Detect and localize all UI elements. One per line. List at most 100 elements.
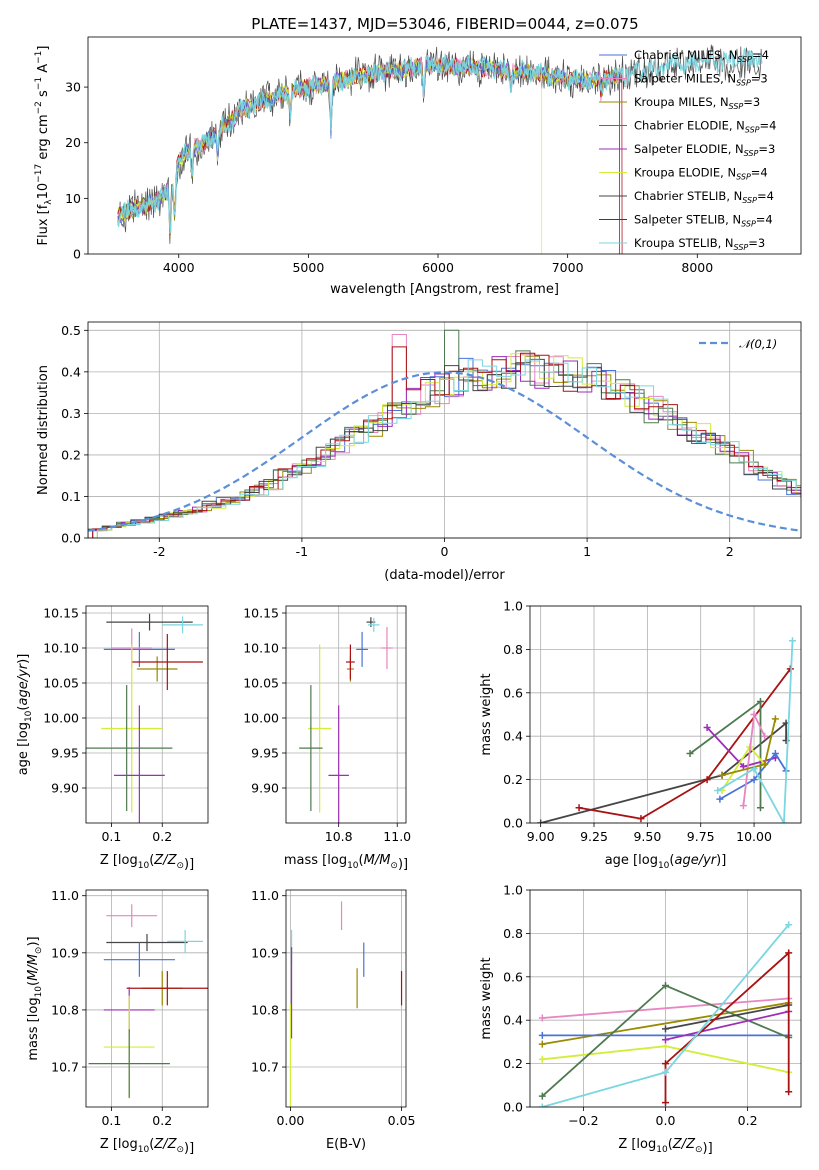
y-tick-label: 10.00	[43, 711, 79, 726]
plot-area	[86, 613, 203, 823]
label-part: λ	[44, 199, 54, 205]
x-tick-label: 5000	[292, 260, 324, 275]
label-part: erg cm	[36, 114, 51, 163]
y-tick-label: 0.4	[503, 729, 523, 744]
panel-1: -2 -1 0 1 2 0.0 0.1 0.2 0.3 0.4 0.5 𝒩(0,1) (data-mod…	[36, 321, 802, 583]
legend-label-sub: SSP	[737, 55, 752, 64]
y-tick-label: 10.8	[251, 1002, 279, 1017]
axes-frame	[87, 36, 802, 255]
plot-area	[117, 44, 763, 254]
label-part: mass [log	[284, 853, 347, 868]
legend-label-count: =4	[756, 213, 773, 227]
weight-marker	[785, 949, 793, 957]
weight-marker	[756, 804, 764, 812]
y-tick-label: 0.2	[503, 772, 523, 787]
legend-label-sub: SSP	[742, 196, 757, 205]
label-part: )]	[26, 936, 41, 946]
axes-frame	[85, 889, 209, 1108]
y-tick-label: 9.95	[251, 746, 279, 761]
label-part: 10	[138, 1145, 150, 1155]
weight-line	[540, 721, 787, 823]
legend-label: 𝒩(0,1)	[739, 337, 777, 351]
label-part: ⊙	[176, 1145, 184, 1155]
x-axis-label: Z [log10(Z/Z⊙)]	[100, 853, 194, 872]
label-part: age [log	[605, 853, 658, 868]
legend-label-sub: SSP	[744, 149, 759, 158]
weight-marker	[662, 1068, 669, 1076]
y-tick-label: 11.0	[51, 888, 79, 903]
label-part: M/M	[26, 954, 41, 981]
y-tick-label: 10.8	[51, 1002, 79, 1017]
plot-area	[88, 904, 208, 1099]
y-tick-label: 0.8	[503, 642, 523, 657]
y-tick-label: 10.15	[243, 606, 279, 621]
panel-2: 0.1 0.2 9.90 9.95 10.00 10.05 10.10 10.15 Z [log…	[16, 606, 209, 872]
x-tick-label: 0	[441, 544, 449, 559]
x-tick-label: 0.05	[388, 1113, 416, 1128]
y-tick-label: 0.6	[503, 685, 523, 700]
legend-label: Chabrier STELIB, NSSP=4	[634, 189, 774, 205]
legend-label-name: Chabrier ELODIE, N	[634, 119, 745, 133]
label-part: age [log	[16, 722, 31, 775]
legend-label-count: =4	[751, 166, 768, 180]
weight-marker	[761, 732, 769, 740]
label-part: (	[26, 981, 41, 986]
axes-frame	[285, 605, 407, 824]
axes-frame	[87, 321, 802, 539]
weight-line	[578, 668, 792, 820]
weight-marker	[761, 760, 769, 768]
label-part: 10	[36, 183, 51, 200]
weight-marker	[662, 981, 669, 989]
y-tick-label: 0.0	[503, 816, 523, 831]
weight-marker	[662, 1036, 669, 1044]
label-part: ⊙	[695, 1145, 703, 1155]
weight-marker	[739, 802, 747, 810]
error-point-kroupa-stelib	[167, 929, 203, 953]
legend-label: Kroupa ELODIE, NSSP=4	[634, 166, 768, 182]
legend-label-name: Salpeter MILES, N	[634, 72, 736, 86]
y-tick-label: 0.4	[61, 364, 81, 379]
x-tick-label: 9.25	[580, 829, 608, 844]
weight-marker	[788, 637, 796, 645]
error-point-kroupa-elodie	[307, 644, 332, 813]
label-part: (	[149, 853, 154, 868]
panel-7: −0.2 0.0 0.2 0.0 0.2 0.4 0.6 0.8 1.0 mass weight Z…	[479, 883, 802, 1156]
label-part: −17	[34, 164, 44, 183]
legend-label: Kroupa STELIB, NSSP=3	[634, 236, 765, 252]
x-tick-label: 4000	[163, 260, 195, 275]
x-tick-label: 1	[583, 544, 591, 559]
label-part: )]	[184, 857, 194, 872]
label-part: Flux [f	[36, 204, 51, 245]
weight-marker	[575, 804, 583, 812]
weight-series-salpeter-stelib	[662, 949, 793, 1107]
label-part: 10	[656, 1145, 668, 1155]
weight-marker	[785, 1088, 793, 1096]
label-part: (	[668, 1137, 673, 1152]
label-part: (	[359, 853, 364, 868]
label-part: )]	[716, 853, 726, 868]
error-point-chabrier-elodie	[88, 1029, 170, 1098]
weight-marker	[662, 1042, 669, 1050]
weight-marker	[637, 815, 645, 823]
panel-3: 10.8 11.0 9.90 9.95 10.00 10.05 10.10 10.15 mass…	[243, 606, 411, 873]
y-tick-label: 9.95	[51, 746, 79, 761]
weight-marker	[538, 1031, 546, 1039]
y-tick-label: 9.90	[51, 781, 79, 796]
error-point-salpeter-stelib	[126, 971, 208, 1006]
weight-marker	[538, 1103, 546, 1107]
error-point-kroupa-stelib	[162, 616, 203, 634]
weight-marker	[750, 776, 758, 784]
x-axis-label: (data-model)/error	[384, 568, 505, 583]
x-tick-label: 11.0	[383, 829, 411, 844]
legend-label-count: =3	[748, 236, 765, 250]
legend-label: Kroupa MILES, NSSP=3	[634, 95, 760, 111]
panel-5: 0.1 0.210.710.810.911.0Z [log10(Z/Z⊙)]mas…	[26, 888, 209, 1156]
error-point-salpeter-miles	[106, 904, 158, 928]
label-part: age/yr	[674, 853, 717, 868]
weight-marker	[780, 819, 788, 823]
label-part: 10	[658, 861, 670, 871]
legend-label-name: Salpeter STELIB, N	[634, 213, 741, 227]
error-point-chabrier-stelib	[106, 613, 193, 631]
x-tick-label: 10.8	[325, 829, 353, 844]
error-point-kroupa-miles	[136, 656, 178, 682]
